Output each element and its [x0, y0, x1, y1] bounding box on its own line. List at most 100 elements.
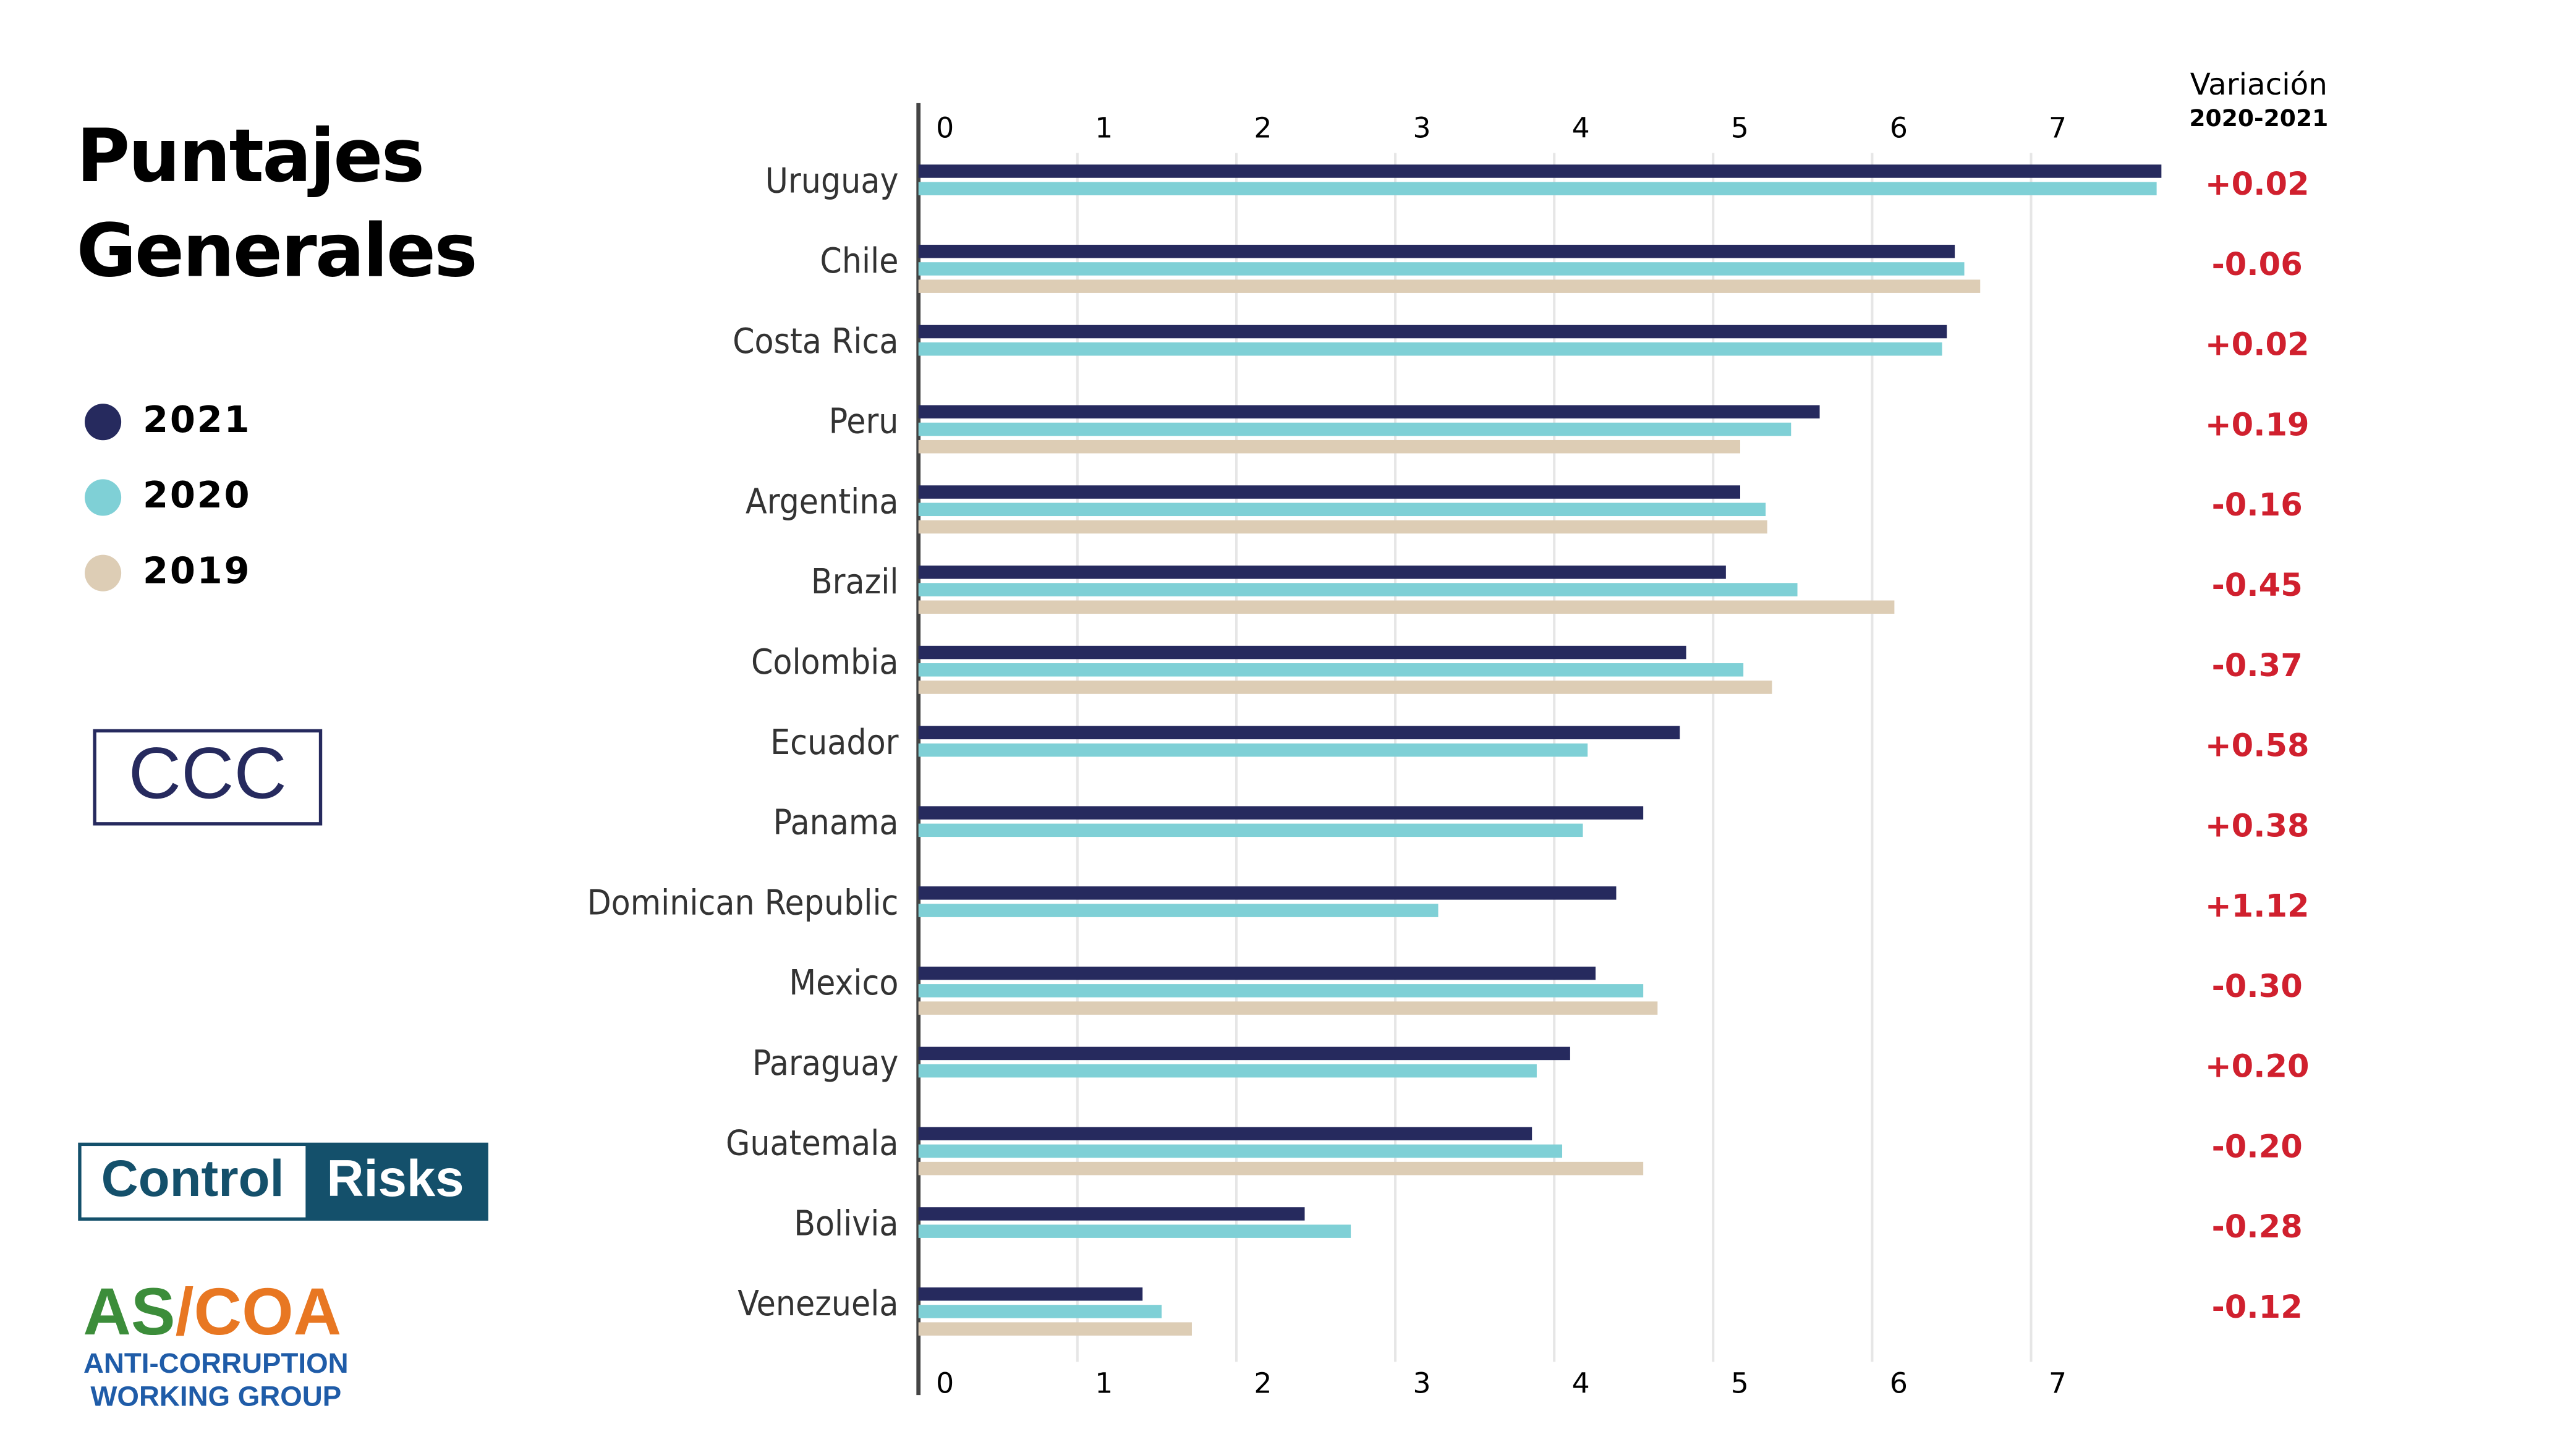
bar [918, 743, 1588, 757]
bar [918, 485, 1740, 499]
variation-label: -0.30 [2212, 969, 2303, 1005]
bar [918, 1287, 1143, 1301]
legend-marker [85, 554, 122, 591]
x-tick-label-bottom: 1 [1095, 1367, 1113, 1399]
x-tick-label-bottom: 0 [936, 1367, 954, 1399]
bar [918, 966, 1596, 980]
chart-title: Puntajes Generales [76, 114, 478, 294]
variation-label: -0.12 [2212, 1289, 2303, 1326]
variation-label: -0.37 [2212, 648, 2303, 684]
bar [918, 904, 1439, 917]
bar [918, 1224, 1351, 1238]
bar [918, 520, 1767, 534]
x-tick-label-bottom: 5 [1731, 1367, 1749, 1399]
as-text: AS [83, 1274, 175, 1349]
x-tick-label-bottom: 3 [1413, 1367, 1431, 1399]
bar [918, 1127, 1532, 1140]
bar [918, 1046, 1570, 1061]
acwg-line1: ANTI-CORRUPTION [83, 1347, 349, 1379]
variation-label: -0.16 [2212, 487, 2303, 524]
variation-label: +0.20 [2205, 1049, 2310, 1085]
title-box: Puntajes Generales [76, 114, 478, 294]
y-tick-label: Panama [773, 803, 899, 843]
bar [918, 439, 1740, 454]
ccc-text: CCC [129, 733, 287, 815]
x-tick-label-bottom: 6 [1890, 1367, 1908, 1399]
y-tick-label: Colombia [751, 642, 899, 682]
risks-text: Risks [326, 1150, 464, 1207]
y-tick-label: Bolivia [794, 1203, 898, 1244]
bar [918, 1161, 1644, 1176]
bar [918, 262, 1965, 276]
legend-label: 2020 [143, 473, 251, 516]
y-tick-label: Dominican Republic [587, 883, 899, 923]
variation-label: -0.20 [2212, 1129, 2303, 1165]
x-tick-label-top: 4 [1572, 111, 1590, 144]
x-tick-label-top: 2 [1254, 111, 1272, 144]
bar [918, 1305, 1162, 1318]
y-tick-label: Venezuela [738, 1284, 898, 1324]
bar [918, 680, 1772, 694]
variation-label: +0.38 [2205, 808, 2310, 844]
x-tick-label-top: 6 [1890, 111, 1908, 144]
y-tick-label: Brazil [811, 562, 899, 602]
bar [918, 1322, 1192, 1336]
x-tick-label-bottom: 7 [2049, 1367, 2067, 1399]
x-tick-label-top: 1 [1095, 111, 1113, 144]
slash-text: / [176, 1274, 194, 1349]
x-tick-label-bottom: 2 [1254, 1367, 1272, 1399]
y-tick-label: Argentina [746, 481, 898, 522]
variation-title: Variación [2190, 67, 2327, 102]
x-tick-label-top: 5 [1731, 111, 1749, 144]
variation-label: +0.19 [2205, 407, 2310, 443]
bar [918, 422, 1792, 436]
bar [918, 324, 1947, 339]
bar [918, 984, 1644, 998]
acwg-line2: WORKING GROUP [90, 1381, 341, 1412]
bar [918, 279, 1981, 293]
bar [918, 164, 2162, 178]
bar [918, 806, 1644, 820]
x-tick-label-top: 3 [1413, 111, 1431, 144]
variation-label: -0.45 [2212, 567, 2303, 604]
coa-text: COA [193, 1274, 341, 1349]
ccc-logo [93, 729, 323, 826]
bar [918, 245, 1955, 258]
bar [918, 583, 1798, 596]
bar [918, 645, 1686, 659]
y-tick-label: Ecuador [770, 723, 898, 763]
variation-label: +0.58 [2205, 728, 2310, 765]
bar [918, 1001, 1658, 1015]
bar [918, 1064, 1537, 1078]
variation-label: -0.28 [2212, 1209, 2303, 1245]
y-tick-label: Mexico [789, 963, 898, 1003]
y-tick-label: Paraguay [752, 1043, 899, 1083]
bar [918, 1144, 1563, 1158]
risks-box [305, 1144, 487, 1219]
y-tick-label: Costa Rica [733, 321, 898, 362]
bar [918, 566, 1726, 579]
bar [918, 726, 1680, 740]
legend-label: 2021 [143, 398, 251, 441]
x-tick-label-top: 0 [936, 111, 954, 144]
bar [918, 405, 1820, 419]
x-tick-label-bottom: 4 [1572, 1367, 1590, 1399]
y-tick-label: Uruguay [765, 161, 899, 201]
ascoa-logo: AS/COA [83, 1274, 341, 1349]
x-tick-label-top: 7 [2049, 111, 2067, 144]
variation-label: +1.12 [2205, 888, 2310, 925]
variation-label: -0.06 [2212, 247, 2303, 283]
bar [918, 502, 1766, 517]
bar [918, 1207, 1305, 1221]
legend-marker [85, 479, 122, 516]
bar [918, 342, 1942, 356]
bar [918, 182, 2157, 195]
bar [918, 886, 1617, 900]
bar [918, 663, 1744, 677]
legend-label: 2019 [143, 549, 251, 591]
control-text: Control [101, 1150, 284, 1207]
legend-marker [85, 404, 122, 441]
bar [918, 823, 1583, 837]
variation-subtitle: 2020-2021 [2189, 104, 2328, 132]
